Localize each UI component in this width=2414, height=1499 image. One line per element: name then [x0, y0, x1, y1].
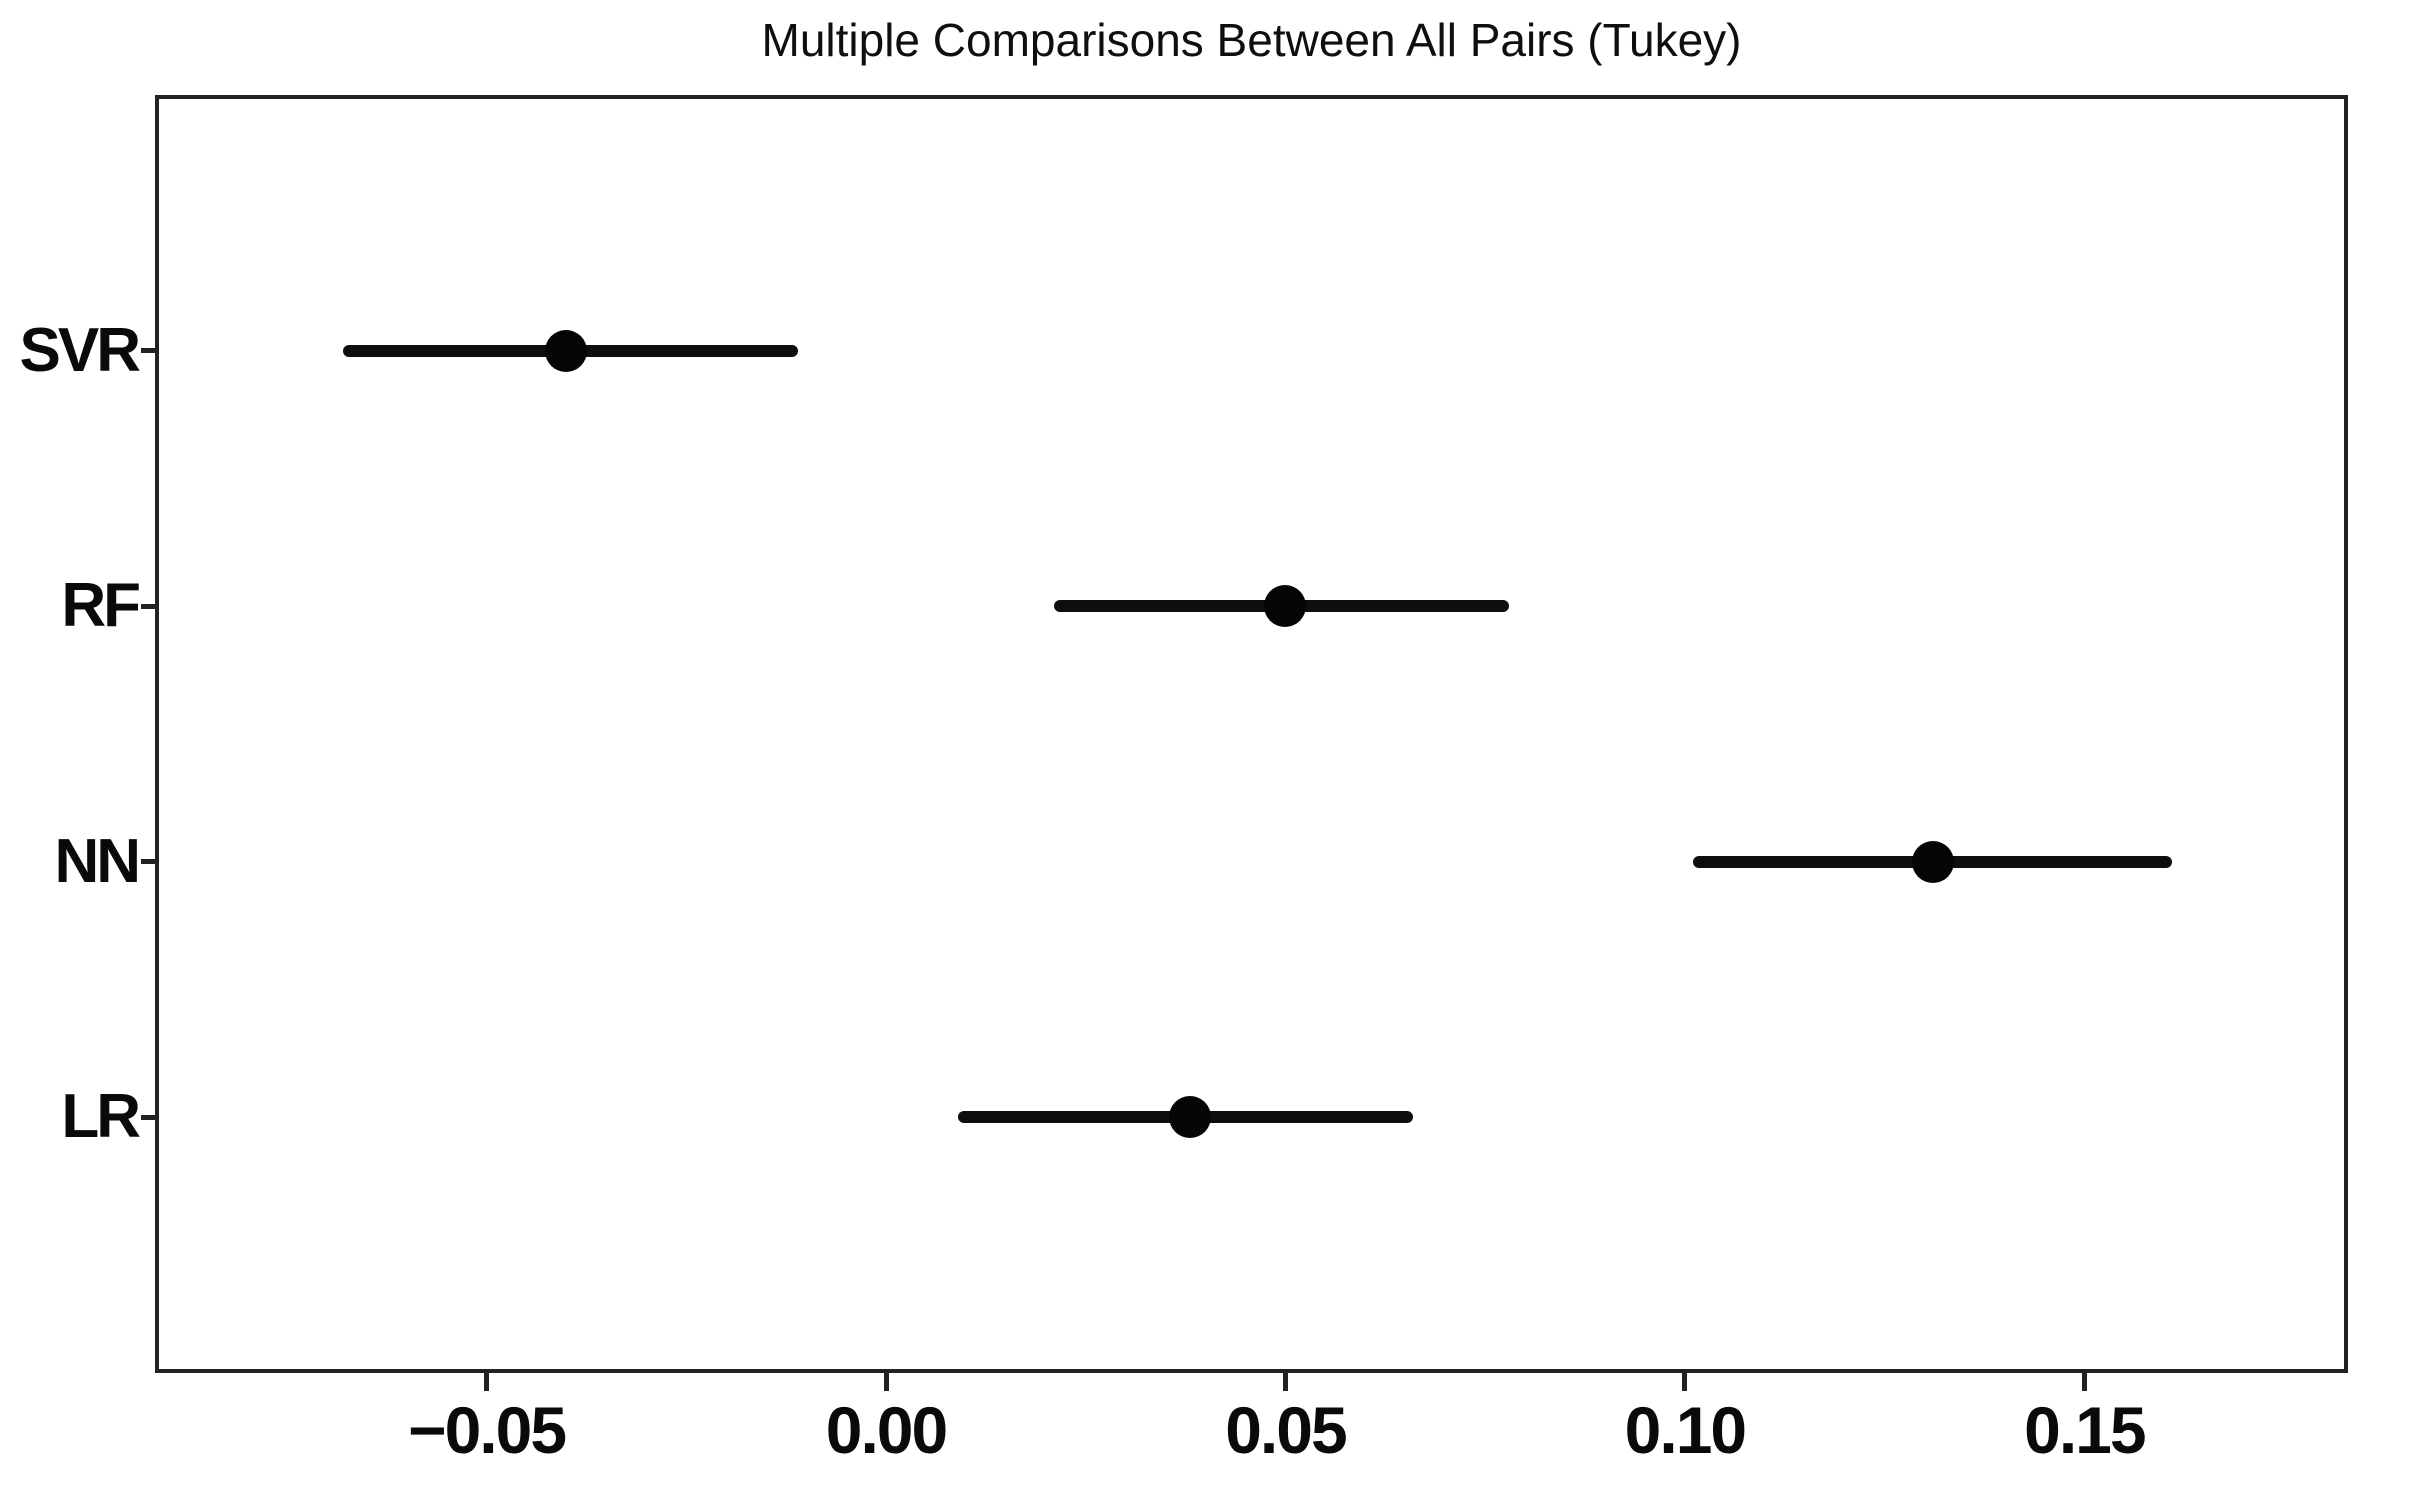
x-axis-tick-label: 0.05 [1225, 1393, 1347, 1467]
plot-area [155, 95, 2348, 1373]
x-axis-tick [883, 1373, 889, 1391]
mean-dot [1911, 840, 1954, 883]
x-axis-tick [484, 1373, 490, 1391]
x-axis-tick-label: 0.15 [2024, 1393, 2146, 1467]
mean-dot [1264, 585, 1307, 628]
y-axis-tick [141, 1114, 157, 1120]
x-axis-tick-label: −0.05 [408, 1393, 567, 1467]
x-axis-tick [1682, 1373, 1688, 1391]
x-axis-tick-label: 0.10 [1624, 1393, 1747, 1467]
x-axis-tick [2081, 1373, 2087, 1391]
mean-dot [1168, 1096, 1211, 1139]
y-axis-tick [141, 603, 157, 609]
y-axis-category-label: LR [61, 1082, 141, 1152]
mean-dot [545, 329, 588, 372]
x-axis-tick [1282, 1373, 1288, 1391]
y-axis-tick [141, 348, 157, 354]
y-axis-tick [141, 859, 157, 865]
y-axis-category-label: NN [54, 826, 141, 896]
y-axis-category-label: RF [61, 571, 141, 641]
x-axis-tick-label: 0.00 [825, 1393, 948, 1467]
chart-title: Multiple Comparisons Between All Pairs (… [761, 14, 1742, 66]
y-axis-category-label: SVR [19, 315, 141, 385]
